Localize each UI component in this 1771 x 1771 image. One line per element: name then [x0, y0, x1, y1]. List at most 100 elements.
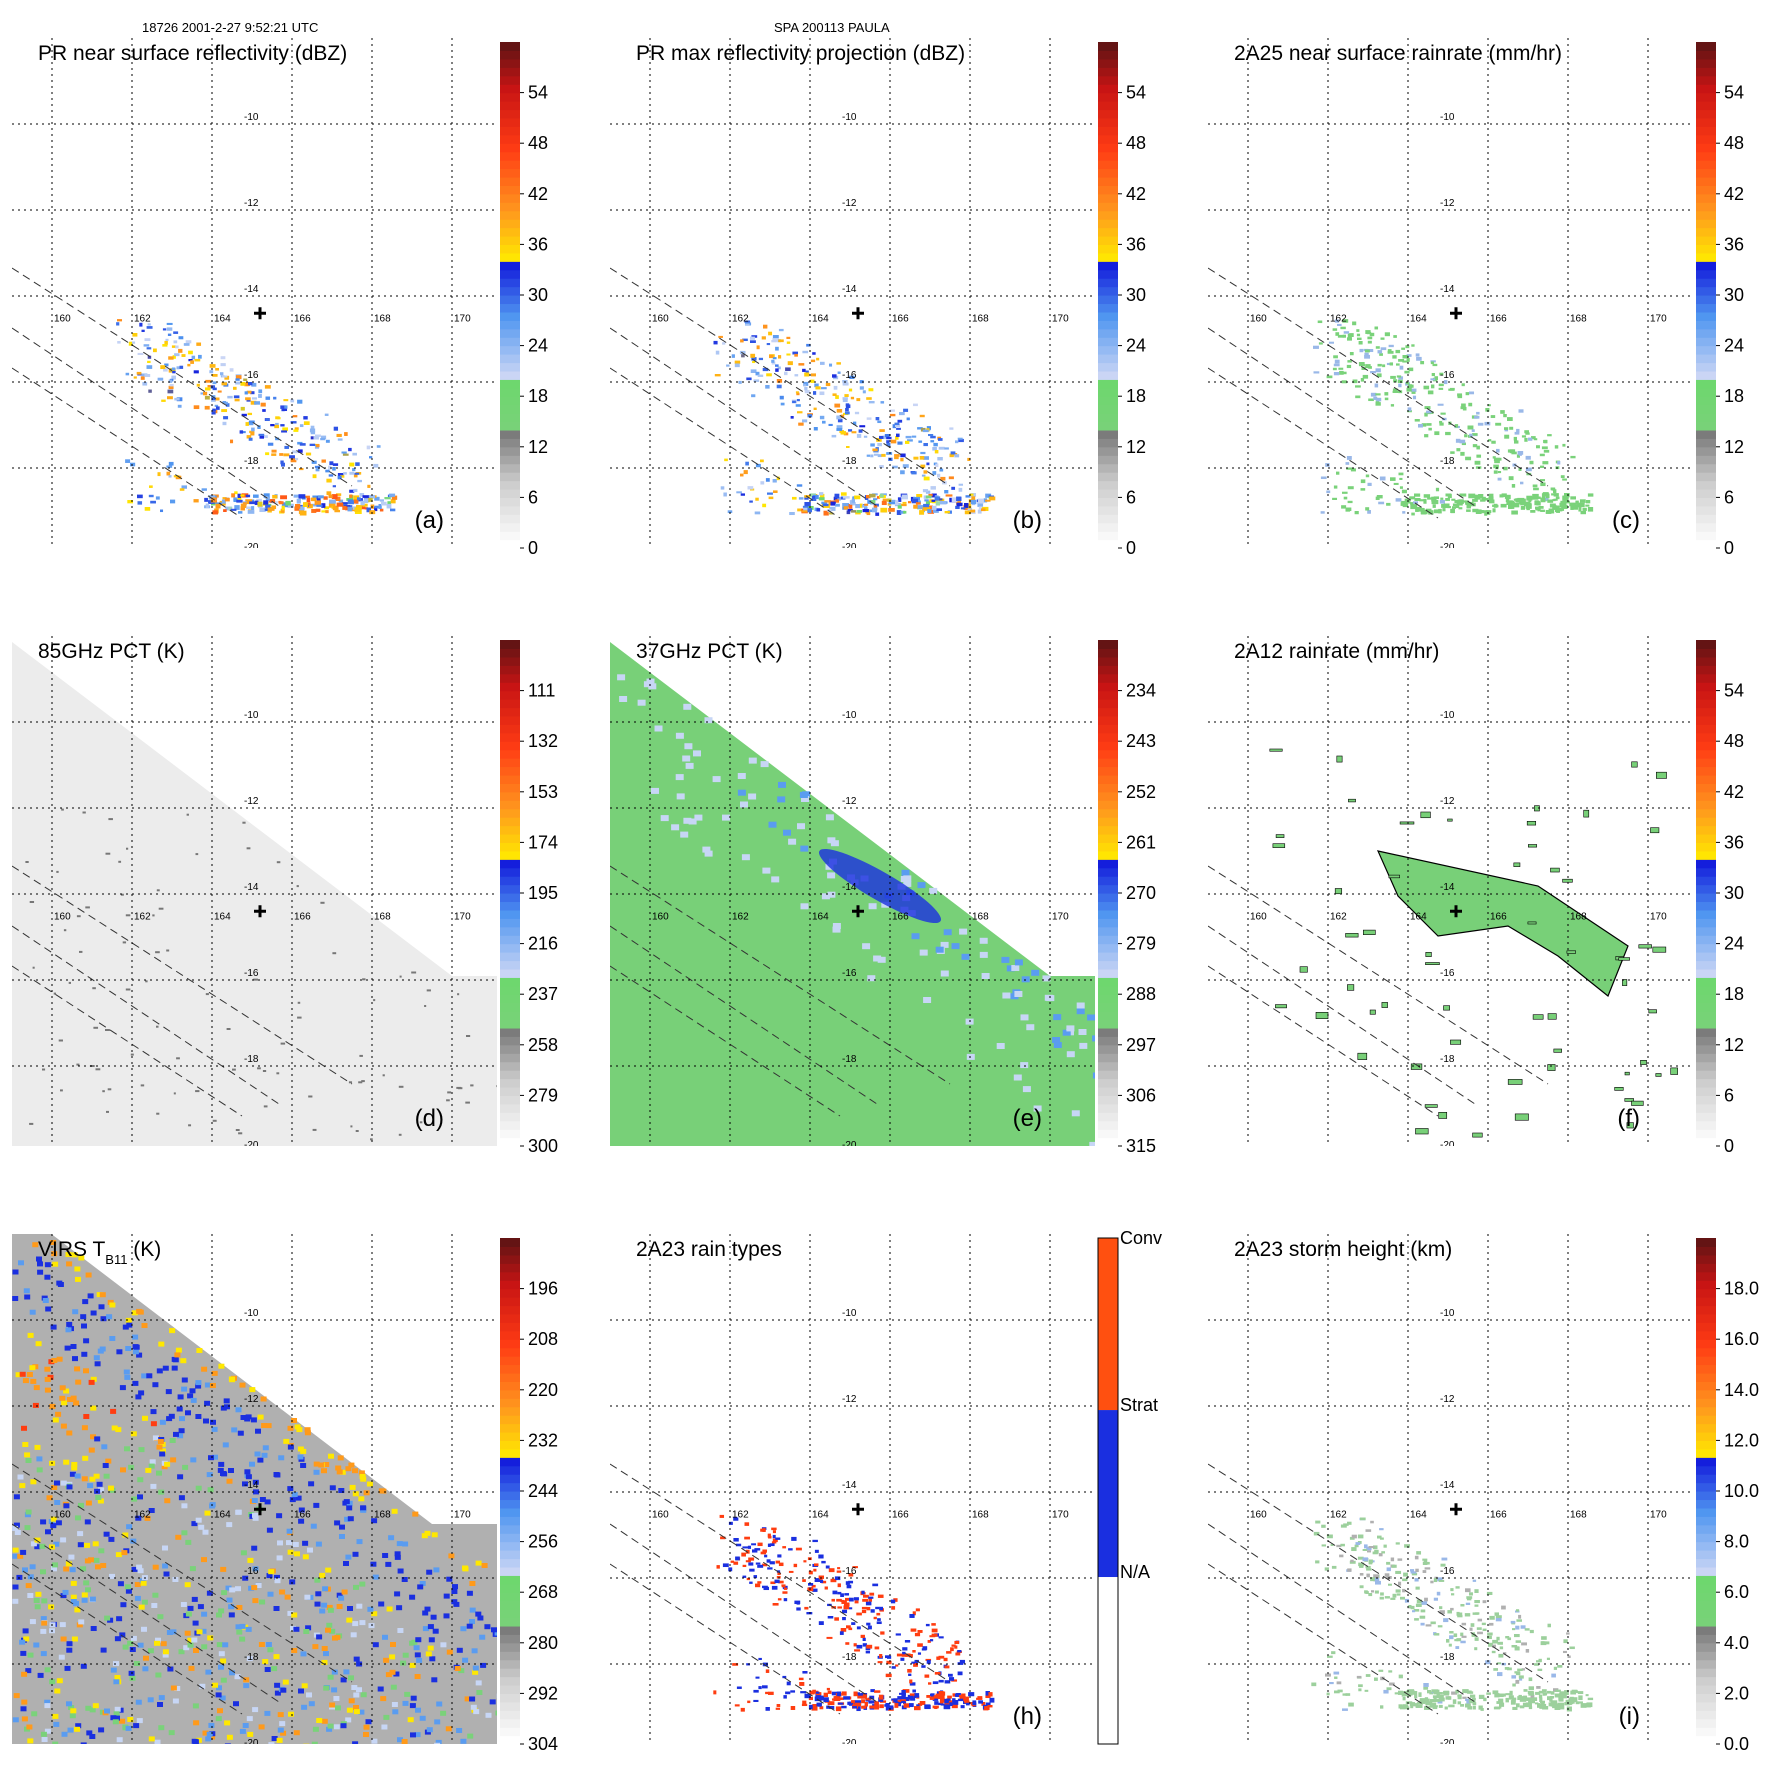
rain-cell: [342, 502, 349, 505]
tb-cell: [267, 1591, 274, 1597]
rain-cell: [867, 1625, 872, 1630]
rain-cell: [1442, 508, 1446, 512]
colorbar-segment: [1696, 235, 1716, 245]
rain-cell: [949, 1677, 955, 1681]
rain-cell: [384, 497, 391, 500]
rain-cell: [1475, 509, 1482, 514]
rain-cell: [851, 431, 857, 434]
rain-cell: [919, 510, 925, 515]
rain-cell: [777, 1598, 782, 1601]
pct-cell: [1052, 1037, 1061, 1043]
rain-cell: [348, 447, 352, 452]
rain-cell: [880, 401, 885, 404]
rain-cell: [278, 500, 282, 504]
tb-cell: [254, 1451, 261, 1457]
rain-cell: [1391, 1564, 1397, 1568]
tb-cell: [70, 1395, 77, 1401]
rain-cell: [1428, 510, 1434, 515]
tb-cell: [98, 1548, 105, 1554]
rain-cell: [1528, 1706, 1533, 1710]
lat-tick-label: -18: [842, 1054, 857, 1065]
rain-cell: [209, 370, 214, 374]
colorbar-segment: [500, 943, 520, 953]
colorbar-segment: [1696, 1431, 1716, 1441]
rain-cell: [1552, 1704, 1560, 1709]
colorbar-segment: [1696, 648, 1716, 658]
rain-cell: [1455, 438, 1461, 443]
rain-cell: [1404, 1598, 1409, 1603]
rain-cell: [251, 427, 255, 432]
lat-tick-label: -20: [842, 1738, 857, 1749]
rain-cell: [171, 375, 176, 380]
rain-cell: [894, 456, 899, 460]
colorbar-segment: [1696, 261, 1716, 271]
colorbar-segment: [500, 1609, 520, 1619]
lon-tick-label: 166: [1490, 1510, 1507, 1521]
tb-cell: [469, 1619, 475, 1624]
tb-cell: [224, 1404, 230, 1410]
rain-cell: [144, 507, 151, 511]
tb-cell: [24, 1452, 31, 1458]
rain-cell: [1450, 1588, 1454, 1592]
lat-tick-label: -10: [244, 1308, 259, 1319]
rain-cell: [1492, 1644, 1496, 1648]
pct-cell: [56, 870, 59, 873]
tb-cell: [401, 1739, 408, 1744]
rain-cell: [297, 399, 303, 404]
rain-cell: [1569, 1646, 1575, 1650]
tb-cell: [235, 1509, 242, 1515]
rain-cell: [1386, 502, 1391, 506]
rain-cell: [1434, 431, 1440, 436]
colorbar-segment: [1696, 497, 1716, 507]
colorbar-segment: [500, 960, 520, 970]
rain-cell: [1414, 1618, 1419, 1621]
rain-cell: [862, 1643, 867, 1647]
rain-cell: [969, 493, 974, 496]
tb-cell: [27, 1738, 34, 1744]
rain-cell: [1587, 507, 1594, 512]
rain-cell: [1398, 472, 1404, 476]
rain-cell: [939, 498, 943, 501]
tb-cell: [98, 1304, 105, 1310]
tb-cell: [389, 1654, 396, 1660]
tb-cell: [127, 1717, 134, 1722]
tb-cell: [21, 1425, 27, 1431]
colorbar-segment: [1696, 1070, 1716, 1080]
rain-cell: [183, 343, 190, 346]
rain-cell: [944, 490, 949, 494]
rain-cell: [166, 327, 173, 331]
panel-tag: (f): [1617, 1105, 1640, 1132]
tb-cell: [321, 1718, 328, 1724]
colorbar-segment: [500, 286, 520, 296]
rain-cell: [1357, 1052, 1368, 1060]
rain-cell: [1424, 406, 1431, 410]
tb-cell: [258, 1642, 265, 1647]
rain-cell: [1383, 1544, 1387, 1548]
tb-cell: [352, 1741, 359, 1744]
pct-cell: [1013, 1074, 1022, 1081]
rain-cell: [924, 499, 929, 502]
tb-cell: [239, 1623, 246, 1629]
colorbar-segment: [1696, 1609, 1716, 1619]
tb-cell: [434, 1719, 441, 1725]
tb-cell: [312, 1726, 319, 1732]
tb-cell: [36, 1456, 43, 1462]
colorbar-tick-label: 18: [1126, 386, 1146, 406]
tb-cell: [261, 1452, 268, 1458]
tb-cell: [301, 1683, 308, 1689]
tb-cell: [63, 1388, 70, 1394]
rain-cell: [220, 372, 224, 376]
rain-cell: [215, 502, 222, 505]
rain-cell: [217, 390, 222, 393]
rain-cell: [804, 390, 810, 394]
pct-cell: [684, 743, 693, 750]
rain-cell: [1355, 395, 1361, 399]
pct-cell: [1022, 1086, 1031, 1093]
rain-cell: [245, 494, 251, 498]
tb-cell: [469, 1581, 476, 1586]
tb-cell: [141, 1323, 148, 1328]
tb-cell: [78, 1619, 85, 1625]
rain-cell: [343, 472, 347, 475]
tb-cell: [77, 1531, 84, 1537]
rain-cell: [157, 472, 161, 477]
